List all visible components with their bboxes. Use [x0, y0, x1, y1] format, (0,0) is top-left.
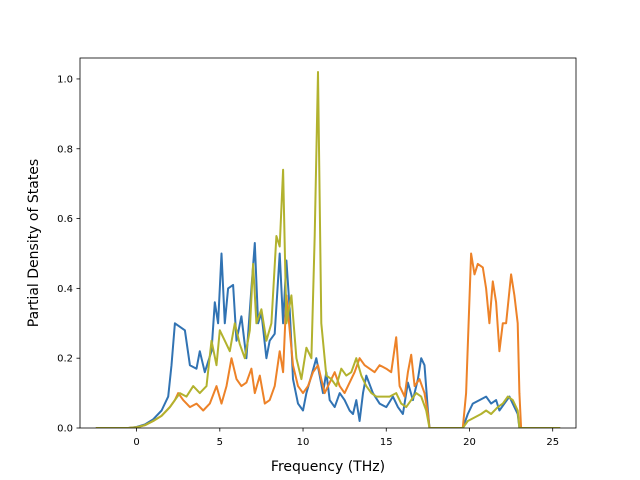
series-layer [95, 71, 561, 428]
x-tick-label: 20 [463, 437, 476, 448]
x-tick-label: 5 [217, 437, 223, 448]
series-line-1 [95, 242, 561, 428]
y-axis: 0.0 0.2 0.4 0.6 0.8 1.0 [57, 74, 80, 435]
x-axis-title: Frequency (THz) [271, 459, 385, 475]
series-line-3 [95, 71, 561, 428]
series-line-2 [95, 252, 561, 428]
y-tick-label: 1.0 [57, 74, 73, 85]
plot-frame [79, 57, 577, 429]
y-tick-label: 0.0 [57, 424, 73, 435]
x-tick-label: 10 [297, 437, 310, 448]
y-tick-label: 0.4 [57, 284, 73, 295]
y-tick-label: 0.8 [57, 144, 73, 155]
x-tick-label: 0 [133, 437, 139, 448]
y-tick-label: 0.6 [57, 214, 73, 225]
x-axis: 0 5 10 15 20 25 [133, 428, 559, 448]
y-tick-label: 0.2 [57, 354, 73, 365]
y-axis-title: Partial Density of States [26, 159, 42, 327]
x-tick-label: 15 [380, 437, 393, 448]
x-tick-label: 25 [546, 437, 559, 448]
